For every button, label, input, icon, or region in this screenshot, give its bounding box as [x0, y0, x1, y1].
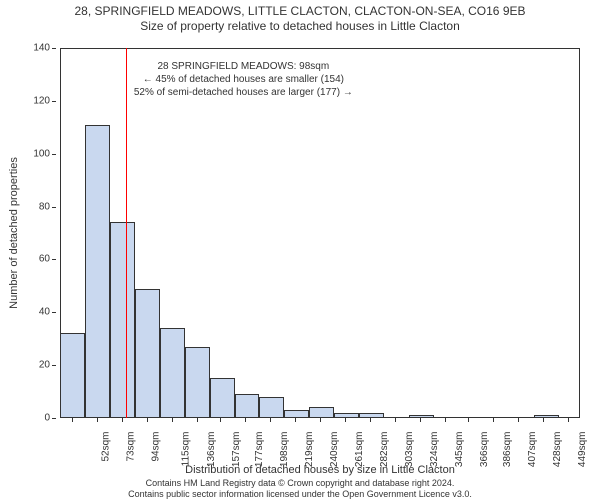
- y-tick-mark: [52, 154, 56, 155]
- x-tick-label: 240sqm: [329, 432, 340, 468]
- x-tick-mark: [395, 418, 396, 422]
- x-tick-mark: [370, 418, 371, 422]
- x-tick-mark: [97, 418, 98, 422]
- top-axis-line: [60, 48, 580, 49]
- y-tick-label: 0: [44, 413, 50, 424]
- x-tick-label: 303sqm: [404, 432, 415, 468]
- x-tick-label: 157sqm: [231, 432, 242, 468]
- x-tick-mark: [568, 418, 569, 422]
- y-tick-label: 140: [33, 43, 50, 54]
- x-tick-mark: [147, 418, 148, 422]
- page-subtitle: Size of property relative to detached ho…: [0, 19, 600, 33]
- x-tick-mark: [72, 418, 73, 422]
- histogram-bar: [110, 222, 135, 418]
- x-tick-label: 52sqm: [100, 432, 111, 462]
- info-line-1: 28 SPRINGFIELD MEADOWS: 98sqm: [134, 60, 353, 73]
- histogram-bar: [135, 289, 160, 419]
- histogram-bar: [60, 333, 85, 418]
- y-tick-mark: [52, 207, 56, 208]
- y-axis-label: Number of detached properties: [8, 157, 20, 309]
- y-tick-label: 80: [39, 201, 50, 212]
- y-tick-label: 120: [33, 95, 50, 106]
- x-tick-mark: [220, 418, 221, 422]
- x-tick-mark: [122, 418, 123, 422]
- histogram-bar: [235, 394, 260, 418]
- x-tick-mark: [172, 418, 173, 422]
- histogram-bar: [185, 347, 210, 418]
- x-tick-label: 73sqm: [125, 432, 136, 462]
- x-tick-label: 386sqm: [502, 432, 513, 468]
- y-tick-mark: [52, 312, 56, 313]
- page-title: 28, SPRINGFIELD MEADOWS, LITTLE CLACTON,…: [0, 4, 600, 19]
- x-tick-label: 177sqm: [254, 432, 265, 468]
- y-tick-mark: [52, 259, 56, 260]
- y-tick-mark: [52, 418, 56, 419]
- histogram-bar: [85, 125, 110, 418]
- footer-line-1: Contains HM Land Registry data © Crown c…: [20, 478, 580, 489]
- x-tick-label: 428sqm: [552, 432, 563, 468]
- x-tick-mark: [197, 418, 198, 422]
- x-tick-label: 136sqm: [206, 432, 217, 468]
- x-tick-mark: [345, 418, 346, 422]
- x-tick-mark: [543, 418, 544, 422]
- x-tick-label: 115sqm: [180, 432, 191, 467]
- histogram-bar: [160, 328, 185, 418]
- x-tick-label: 198sqm: [279, 432, 290, 468]
- x-tick-mark: [320, 418, 321, 422]
- x-tick-label: 407sqm: [527, 432, 538, 468]
- y-axis-line: [60, 48, 61, 418]
- x-tick-mark: [445, 418, 446, 422]
- right-axis-line: [579, 48, 580, 418]
- x-tick-mark: [270, 418, 271, 422]
- chart-container: 28, SPRINGFIELD MEADOWS, LITTLE CLACTON,…: [0, 4, 600, 504]
- x-tick-label: 366sqm: [479, 432, 490, 468]
- x-tick-label: 324sqm: [429, 432, 440, 468]
- x-tick-label: 449sqm: [577, 432, 588, 468]
- y-tick-mark: [52, 101, 56, 102]
- x-tick-mark: [518, 418, 519, 422]
- x-tick-mark: [493, 418, 494, 422]
- histogram-bar: [259, 397, 284, 418]
- x-tick-mark: [468, 418, 469, 422]
- x-tick-label: 345sqm: [454, 432, 465, 468]
- plot-area: Number of detached properties Distributi…: [60, 48, 580, 418]
- footer-line-2: Contains public sector information licen…: [20, 489, 580, 500]
- y-tick-label: 40: [39, 307, 50, 318]
- x-tick-label: 219sqm: [304, 432, 315, 468]
- y-tick-label: 100: [33, 148, 50, 159]
- y-tick-label: 20: [39, 360, 50, 371]
- x-tick-mark: [245, 418, 246, 422]
- x-tick-label: 94sqm: [150, 432, 161, 462]
- x-tick-mark: [420, 418, 421, 422]
- footer: Contains HM Land Registry data © Crown c…: [20, 478, 580, 501]
- info-line-2: ← 45% of detached houses are smaller (15…: [134, 73, 353, 86]
- y-tick-mark: [52, 365, 56, 366]
- reference-line: [126, 48, 127, 418]
- histogram-bar: [210, 378, 235, 418]
- y-tick-label: 60: [39, 254, 50, 265]
- x-tick-mark: [295, 418, 296, 422]
- info-line-3: 52% of semi-detached houses are larger (…: [134, 86, 353, 99]
- x-tick-label: 261sqm: [354, 432, 365, 468]
- info-box: 28 SPRINGFIELD MEADOWS: 98sqm ← 45% of d…: [132, 59, 355, 100]
- y-tick-mark: [52, 48, 56, 49]
- x-tick-label: 282sqm: [379, 432, 390, 468]
